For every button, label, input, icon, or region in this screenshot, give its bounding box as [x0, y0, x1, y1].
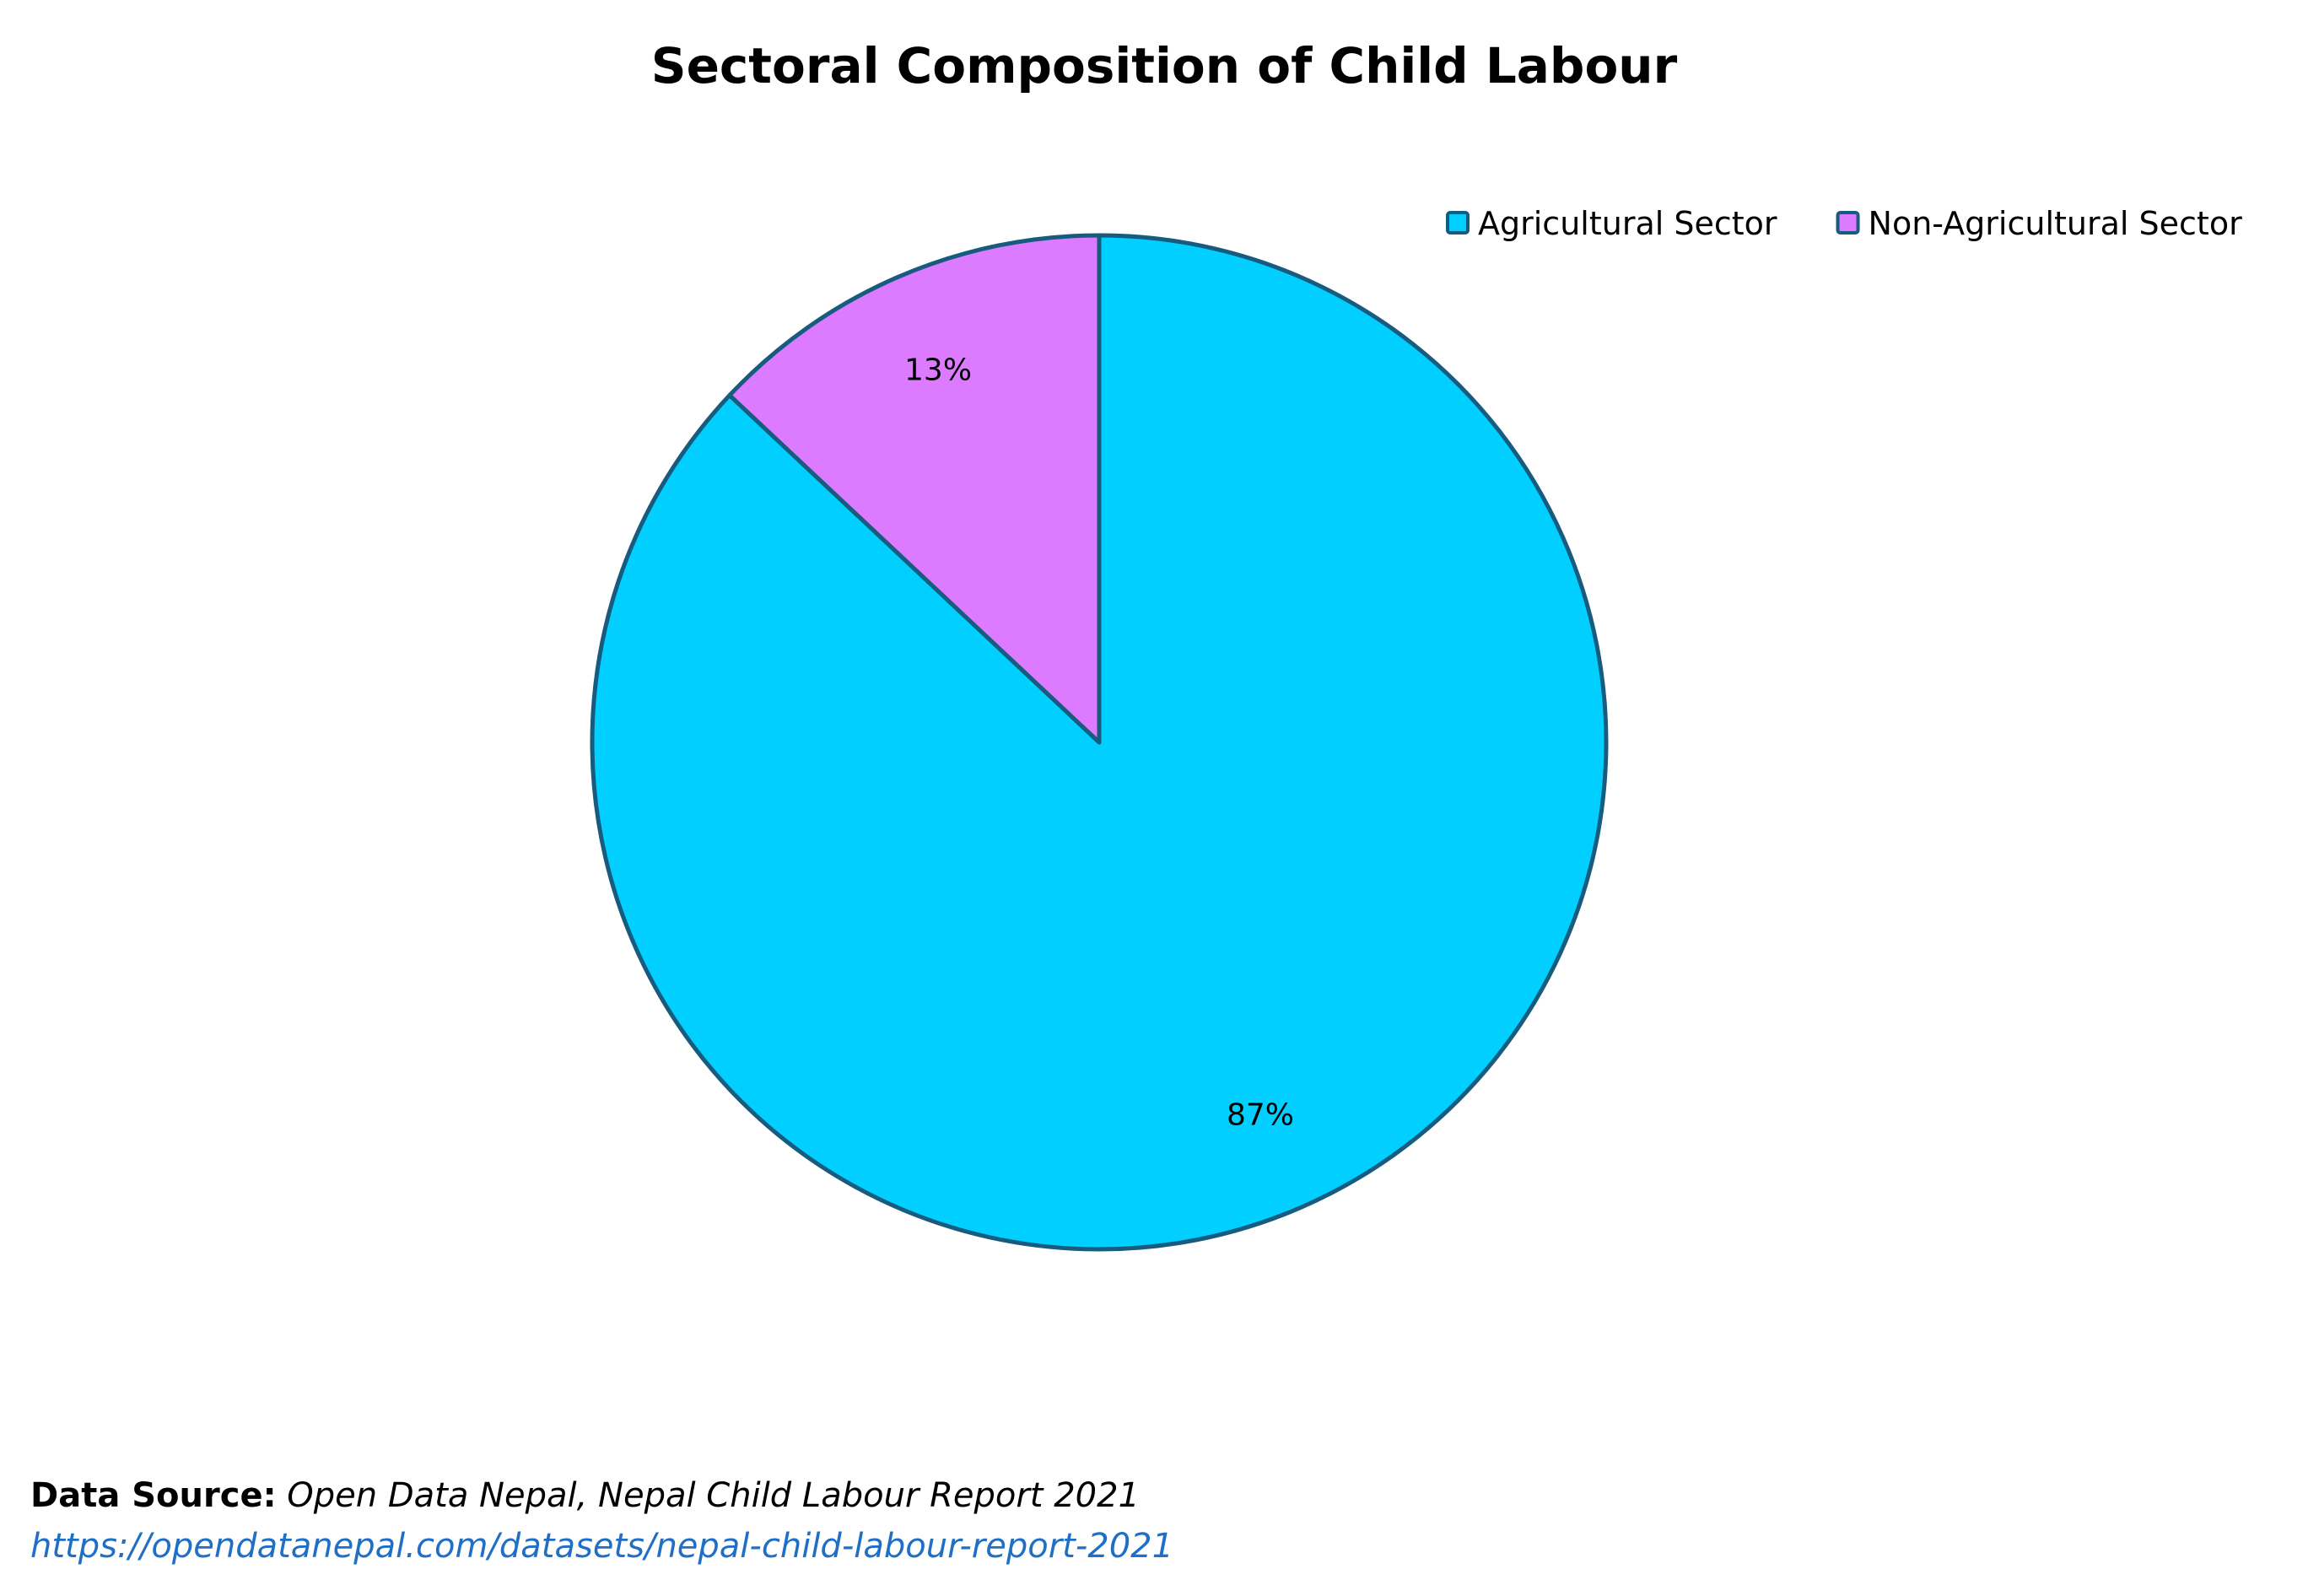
data-source-text: Open Data Nepal, Nepal Child Labour Repo…	[287, 1476, 1140, 1515]
data-source: Data Source: Open Data Nepal, Nepal Chil…	[30, 1470, 1173, 1572]
data-source-label: Data Source:	[30, 1476, 277, 1515]
legend-item-agricultural-sector: Agricultural Sector	[1446, 205, 1777, 242]
legend-label-non-agricultural-sector: Non-Agricultural Sector	[1869, 205, 2243, 242]
slice-label-non-agricultural-sector: 13%	[904, 353, 972, 388]
pie-slice-agricultural-sector	[590, 233, 1609, 1252]
slice-label-agricultural-sector: 87%	[1227, 1097, 1294, 1132]
chart-title: Sectoral Composition of Child Labour	[651, 37, 1678, 94]
legend-item-non-agricultural-sector: Non-Agricultural Sector	[1836, 205, 2243, 242]
pie-slice-non-agricultural-sector	[727, 233, 1102, 745]
pie-slice-labels: 87% 13%	[904, 353, 1294, 1133]
data-source-link[interactable]: https://opendatanepal.com/datasets/nepal…	[30, 1527, 1174, 1566]
legend-swatch-non-agricultural-sector	[1836, 211, 1860, 235]
legend: Agricultural Sector Non-Agricultural Sect…	[1446, 205, 2243, 242]
data-source-line: Data Source: Open Data Nepal, Nepal Chil…	[30, 1470, 1173, 1521]
legend-label-agricultural-sector: Agricultural Sector	[1478, 205, 1777, 242]
legend-swatch-agricultural-sector	[1446, 211, 1470, 235]
pie-slices	[590, 233, 1609, 1252]
